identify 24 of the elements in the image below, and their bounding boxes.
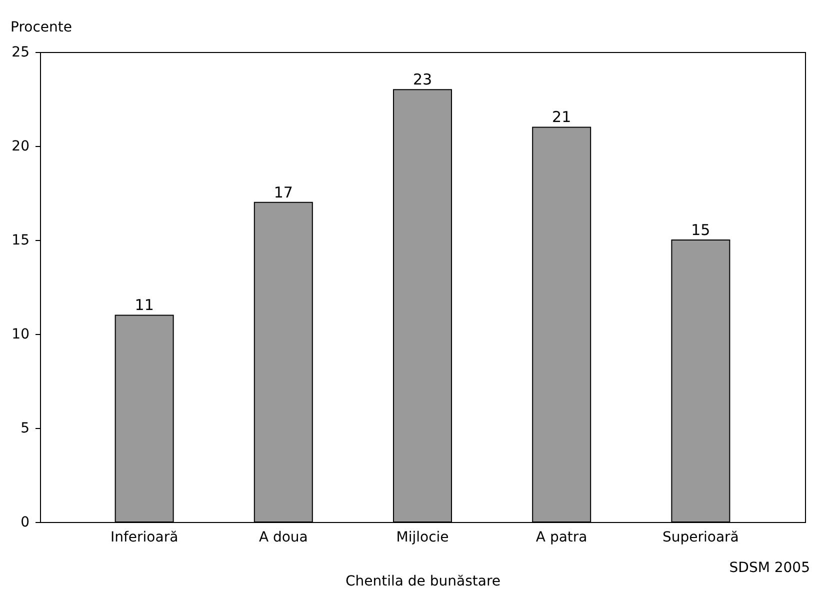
data-label: 21 — [552, 108, 572, 126]
y-tick-label: 0 — [20, 514, 30, 530]
x-axis-title: Chentila de bunăstare — [345, 574, 501, 590]
y-axis-title: Procente — [10, 20, 72, 36]
data-label: 17 — [274, 183, 293, 202]
bar — [671, 240, 730, 522]
y-tick-label: 20 — [12, 138, 30, 154]
y-tick-label: 10 — [12, 326, 30, 342]
y-tick-label: 5 — [20, 420, 30, 436]
text: SDSM 2005 — [729, 560, 810, 576]
data-label: 11 — [134, 296, 154, 314]
y-tick-label: 25 — [12, 44, 30, 60]
bar — [254, 202, 313, 522]
bar — [532, 126, 592, 522]
bar — [393, 89, 452, 522]
x-tick-label: Inferioară — [110, 530, 178, 546]
x-tick-label: A patra — [536, 530, 588, 546]
bar — [114, 314, 174, 522]
y-tick-label: 15 — [12, 232, 30, 248]
x-tick-label: Superioară — [662, 530, 739, 546]
x-tick-label: A doua — [258, 530, 308, 546]
x-tick-label: Mijlocie — [396, 530, 449, 546]
data-label: 23 — [412, 70, 432, 89]
data-label: 15 — [691, 221, 710, 239]
